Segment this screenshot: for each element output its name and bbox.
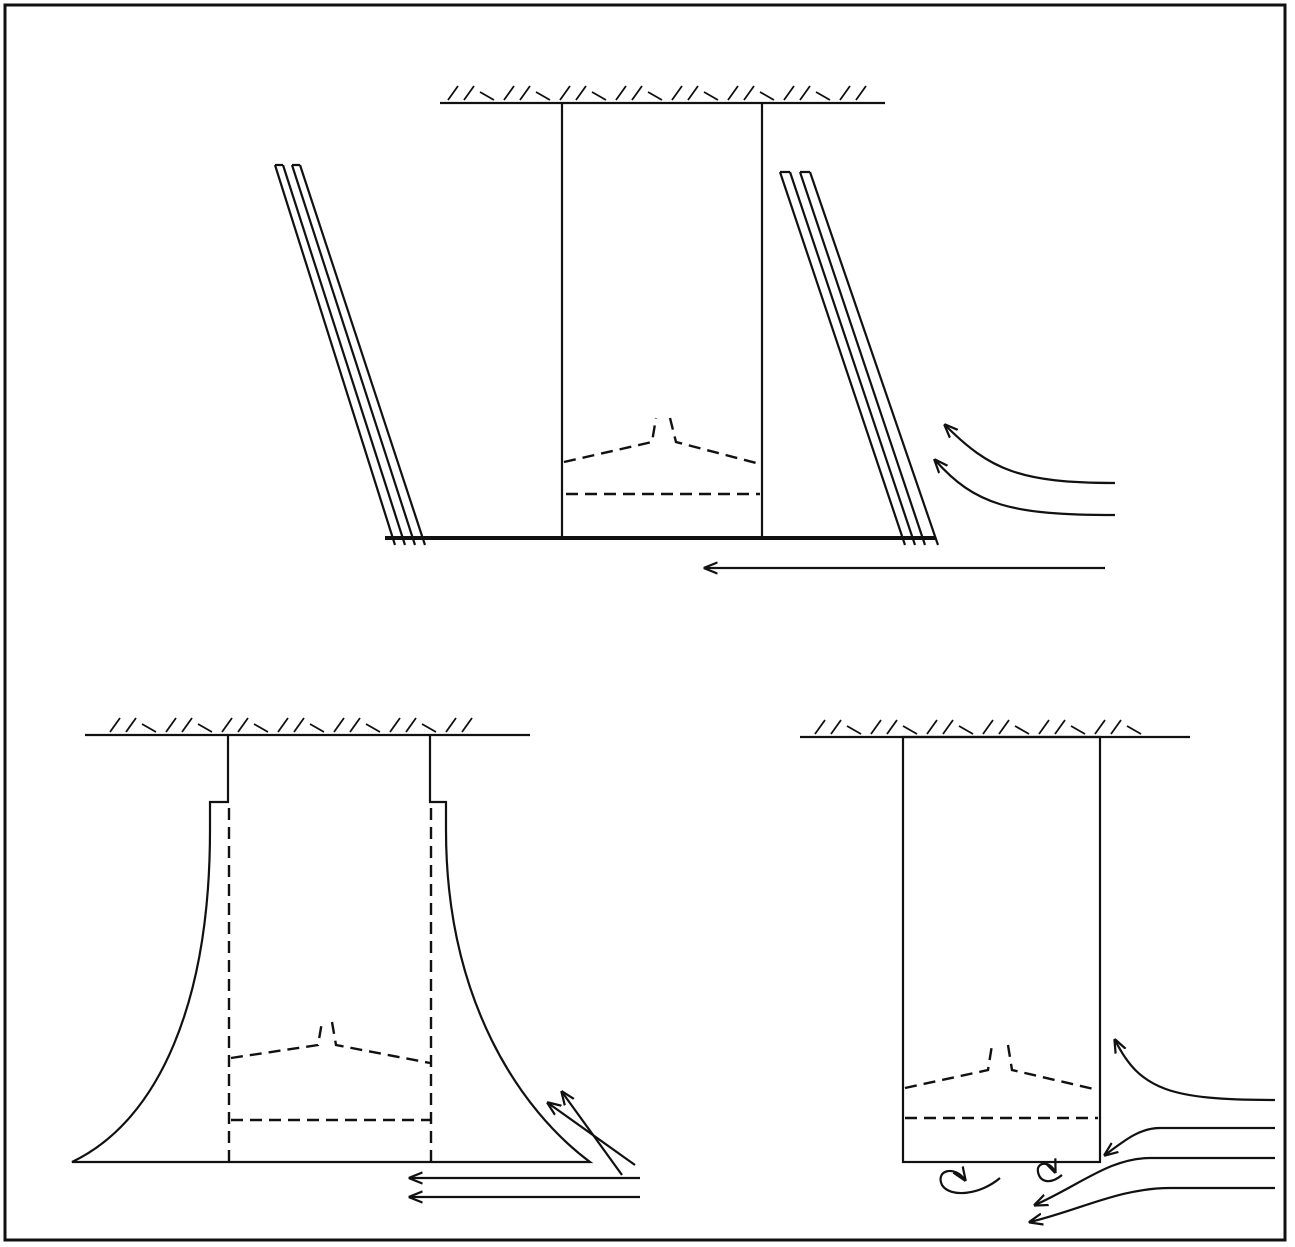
eddy — [1036, 1164, 1063, 1183]
ground-hatch — [814, 719, 1142, 735]
flow-arrow — [1105, 1126, 1275, 1155]
roof-outline — [230, 1021, 431, 1065]
roof-outline — [563, 417, 761, 466]
roof-outline — [904, 1044, 1099, 1092]
box-outline — [901, 735, 1102, 1164]
eddy — [939, 1171, 1001, 1195]
flow-arrow — [562, 1092, 623, 1176]
flared-figure — [71, 717, 640, 1197]
plain-figure — [800, 719, 1276, 1222]
frame — [3, 3, 1287, 1242]
left-vanes — [273, 163, 427, 546]
flow-arrow — [1035, 1156, 1275, 1205]
ground-hatch — [447, 85, 867, 101]
flow-arrow — [945, 425, 1116, 485]
right-vanes — [778, 170, 940, 546]
flow-arrow — [1115, 1040, 1276, 1102]
top-figure — [273, 85, 1116, 568]
ground-hatch — [109, 717, 473, 733]
flow-arrow — [935, 460, 1116, 517]
flow-arrow — [1030, 1186, 1275, 1222]
flared-outline — [71, 735, 594, 1164]
